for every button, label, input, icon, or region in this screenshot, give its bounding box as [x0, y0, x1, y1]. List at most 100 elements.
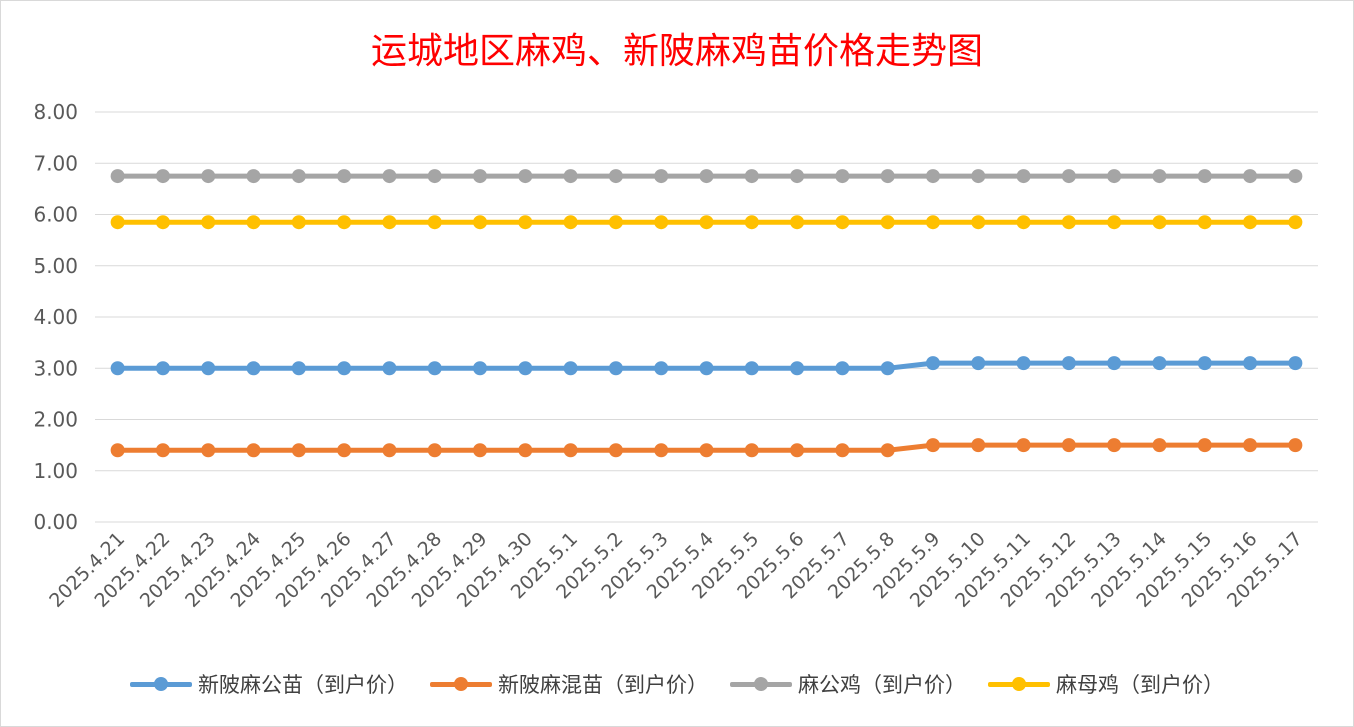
- data-point: [699, 443, 714, 458]
- data-point: [925, 438, 940, 453]
- data-point: [925, 169, 940, 184]
- y-tick-label: 7.00: [33, 151, 78, 175]
- data-point: [563, 361, 578, 376]
- data-point: [654, 215, 669, 230]
- data-point: [427, 361, 442, 376]
- data-point: [201, 361, 216, 376]
- data-point: [608, 215, 623, 230]
- legend-swatch: [130, 674, 192, 694]
- data-point: [835, 215, 850, 230]
- data-point: [110, 361, 125, 376]
- data-point: [155, 215, 170, 230]
- legend-marker: [754, 677, 768, 691]
- data-point: [971, 215, 986, 230]
- data-point: [337, 215, 352, 230]
- data-point: [563, 215, 578, 230]
- data-point: [699, 215, 714, 230]
- y-tick-label: 5.00: [33, 254, 78, 278]
- legend-swatch: [430, 674, 492, 694]
- data-point: [1061, 438, 1076, 453]
- data-point: [1288, 438, 1303, 453]
- data-point: [337, 169, 352, 184]
- data-point: [427, 443, 442, 458]
- legend-swatch: [730, 674, 792, 694]
- data-point: [201, 169, 216, 184]
- data-point: [110, 215, 125, 230]
- data-point: [1243, 438, 1258, 453]
- data-point: [201, 215, 216, 230]
- data-point: [155, 443, 170, 458]
- legend-item: 麻母鸡（到户价）: [988, 669, 1224, 699]
- y-tick-label: 1.00: [33, 459, 78, 483]
- data-point: [291, 215, 306, 230]
- data-point: [1107, 438, 1122, 453]
- data-point: [291, 169, 306, 184]
- legend-label: 麻公鸡（到户价）: [798, 673, 966, 697]
- data-point: [1197, 215, 1212, 230]
- data-point: [110, 443, 125, 458]
- data-point: [608, 361, 623, 376]
- data-point: [518, 169, 533, 184]
- data-point: [1288, 215, 1303, 230]
- data-point: [1152, 356, 1167, 371]
- data-point: [654, 169, 669, 184]
- data-point: [1152, 169, 1167, 184]
- legend-label: 新陂麻混苗（到户价）: [498, 673, 708, 697]
- data-point: [608, 443, 623, 458]
- data-point: [744, 443, 759, 458]
- data-point: [1243, 356, 1258, 371]
- data-point: [1016, 215, 1031, 230]
- data-point: [473, 443, 488, 458]
- y-tick-label: 0.00: [33, 510, 78, 534]
- data-point: [880, 361, 895, 376]
- data-point: [427, 169, 442, 184]
- data-point: [155, 361, 170, 376]
- data-point: [1016, 169, 1031, 184]
- data-point: [699, 169, 714, 184]
- data-point: [835, 361, 850, 376]
- data-point: [291, 443, 306, 458]
- data-point: [1197, 169, 1212, 184]
- data-point: [1152, 438, 1167, 453]
- chart-title: 运城地区麻鸡、新陂麻鸡苗价格走势图: [370, 31, 983, 72]
- legend-marker: [454, 677, 468, 691]
- data-point: [790, 361, 805, 376]
- data-point: [110, 169, 125, 184]
- data-point: [971, 356, 986, 371]
- legend-item: 麻公鸡（到户价）: [730, 669, 966, 699]
- data-point: [427, 215, 442, 230]
- data-point: [1243, 215, 1258, 230]
- legend-swatch: [988, 674, 1050, 694]
- data-point: [1197, 356, 1212, 371]
- data-point: [880, 443, 895, 458]
- data-point: [291, 361, 306, 376]
- legend-marker: [154, 677, 168, 691]
- data-point: [518, 361, 533, 376]
- y-tick-label: 4.00: [33, 305, 78, 329]
- y-tick-label: 6.00: [33, 203, 78, 227]
- data-point: [654, 443, 669, 458]
- data-point: [1107, 356, 1122, 371]
- data-point: [925, 356, 940, 371]
- data-point: [1016, 438, 1031, 453]
- data-point: [880, 215, 895, 230]
- data-point: [382, 361, 397, 376]
- legend-item: 新陂麻公苗（到户价）: [130, 669, 408, 699]
- data-point: [744, 215, 759, 230]
- data-point: [473, 169, 488, 184]
- data-point: [654, 361, 669, 376]
- data-point: [473, 215, 488, 230]
- data-point: [246, 169, 261, 184]
- data-point: [790, 169, 805, 184]
- data-point: [337, 361, 352, 376]
- data-point: [1107, 169, 1122, 184]
- data-point: [790, 443, 805, 458]
- data-point: [1061, 356, 1076, 371]
- data-point: [382, 215, 397, 230]
- data-point: [518, 443, 533, 458]
- chart-legend: 新陂麻公苗（到户价） 新陂麻混苗（到户价） 麻公鸡（到户价） 麻母鸡（到户价）: [0, 664, 1354, 704]
- data-point: [971, 438, 986, 453]
- data-point: [1152, 215, 1167, 230]
- data-point: [608, 169, 623, 184]
- data-point: [880, 169, 895, 184]
